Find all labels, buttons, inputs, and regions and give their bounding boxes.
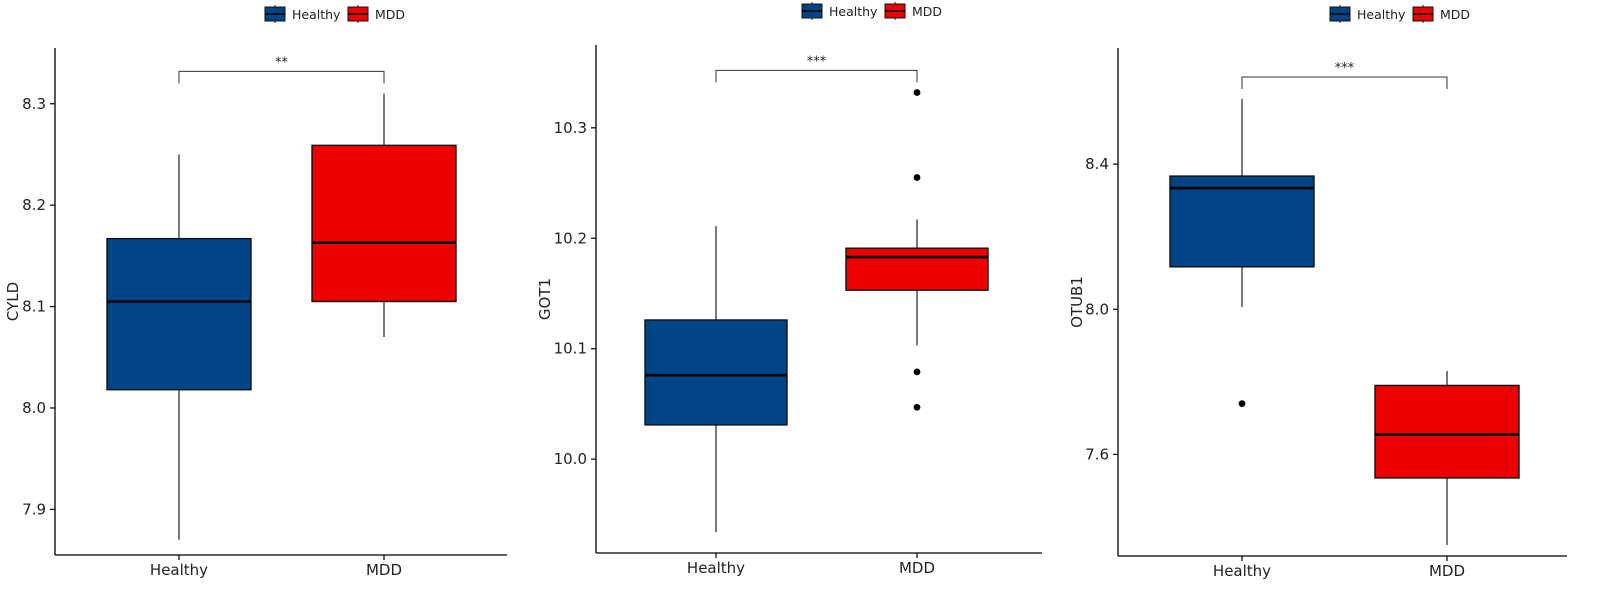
panel2-x-tick-label: MDD (899, 559, 935, 577)
panel1-x-tick-label: Healthy (150, 561, 208, 579)
panel3-healthy-box (1169, 175, 1315, 268)
panel1-x-tick-label: MDD (366, 561, 402, 579)
panel1-y-axis-title: CYLD (4, 282, 22, 321)
panel2-y-axis-title: GOT1 (536, 278, 554, 320)
panel1-significance-label: ** (275, 55, 289, 70)
panel2-legend-label-healthy: Healthy (829, 4, 878, 19)
panel2-significance-bracket (715, 69, 918, 83)
panel2-legend-label-mdd: MDD (912, 4, 942, 19)
panel2-mdd-outlier-point (913, 174, 921, 181)
panel2-healthy-box (644, 319, 788, 426)
panel3-x-tick-label: MDD (1429, 562, 1465, 580)
panel1-y-tick-label: 8.3 (22, 95, 46, 113)
panel3-mdd-box (1374, 384, 1520, 479)
panel2-y-tick-label: 10.2 (554, 229, 587, 247)
panel3-y-tick-label: 7.6 (1085, 445, 1109, 463)
panel2-mdd-outlier-point (913, 368, 921, 376)
panel1-significance-bracket (178, 70, 385, 84)
panel2-y-tick-label: 10.1 (554, 340, 587, 358)
panel3-significance-bracket (1241, 76, 1448, 90)
panel3-y-axis-title: OTUB1 (1068, 276, 1086, 328)
panel2-mdd-box (845, 247, 989, 291)
panel1-y-tick-label: 8.2 (22, 196, 46, 214)
panel2-significance-label: *** (807, 54, 827, 69)
panel1-legend-label-healthy: Healthy (292, 7, 341, 22)
panel1-y-tick-label: 8.1 (22, 298, 46, 316)
panel2-mdd-outlier-point (913, 89, 921, 96)
panel3-legend-label-mdd: MDD (1440, 7, 1470, 22)
panel3-y-tick-label: 8.4 (1085, 155, 1109, 173)
panel2-y-tick-label: 10.0 (554, 450, 587, 468)
panel2-y-tick-label: 10.3 (554, 119, 587, 137)
panel1-healthy-box (106, 237, 252, 391)
panel1-legend-label-mdd: MDD (375, 7, 405, 22)
panel3-x-tick-label: Healthy (1213, 562, 1271, 580)
panel1-y-tick-label: 7.9 (22, 500, 46, 518)
panel1-mdd-box (311, 144, 457, 303)
panel3-legend-label-healthy: Healthy (1357, 7, 1406, 22)
panel3-significance-label: *** (1335, 61, 1355, 76)
panel3-healthy-outlier-point (1238, 400, 1246, 407)
panel2-mdd-outlier-point (913, 403, 921, 411)
panel3-y-tick-label: 8.0 (1085, 300, 1109, 318)
panel1-y-tick-label: 8.0 (22, 399, 46, 417)
panel2-x-tick-label: Healthy (687, 559, 745, 577)
